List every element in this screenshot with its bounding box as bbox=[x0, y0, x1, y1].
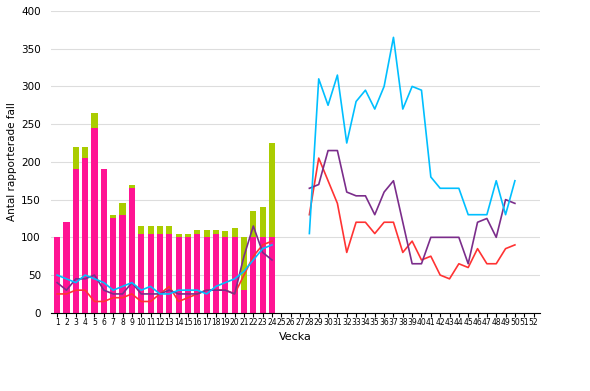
Bar bbox=[73, 147, 79, 169]
Bar bbox=[269, 143, 275, 237]
Bar bbox=[120, 203, 126, 215]
Bar bbox=[260, 207, 266, 237]
Bar bbox=[138, 233, 144, 313]
Bar bbox=[232, 228, 238, 237]
Bar bbox=[222, 231, 228, 237]
Bar bbox=[185, 233, 191, 237]
Bar bbox=[138, 226, 144, 233]
Bar bbox=[194, 233, 200, 313]
Bar bbox=[129, 188, 135, 313]
Bar bbox=[157, 226, 163, 233]
Bar bbox=[250, 211, 256, 237]
Bar bbox=[204, 230, 209, 237]
Bar bbox=[232, 237, 238, 313]
Bar bbox=[148, 226, 153, 233]
Bar bbox=[82, 147, 88, 158]
Bar bbox=[204, 237, 209, 313]
Y-axis label: Antal rapporterade fall: Antal rapporterade fall bbox=[7, 102, 17, 221]
X-axis label: Vecka: Vecka bbox=[279, 332, 312, 341]
Bar bbox=[241, 290, 247, 313]
Bar bbox=[91, 128, 97, 313]
Bar bbox=[82, 158, 88, 313]
Bar bbox=[176, 233, 182, 237]
Bar bbox=[54, 237, 60, 313]
Bar bbox=[194, 230, 200, 233]
Bar bbox=[185, 237, 191, 313]
Bar bbox=[157, 233, 163, 313]
Bar bbox=[213, 233, 219, 313]
Bar bbox=[73, 169, 79, 313]
Bar bbox=[166, 233, 172, 313]
Bar bbox=[129, 185, 135, 188]
Bar bbox=[241, 237, 247, 290]
Bar bbox=[120, 215, 126, 313]
Bar bbox=[260, 237, 266, 313]
Bar bbox=[64, 222, 70, 313]
Bar bbox=[110, 219, 116, 313]
Bar bbox=[148, 233, 153, 313]
Bar bbox=[250, 237, 256, 313]
Bar bbox=[110, 215, 116, 219]
Bar bbox=[176, 237, 182, 313]
Bar bbox=[101, 169, 107, 313]
Bar bbox=[213, 230, 219, 233]
Bar bbox=[269, 237, 275, 313]
Bar bbox=[166, 226, 172, 233]
Bar bbox=[222, 237, 228, 313]
Bar bbox=[91, 113, 97, 128]
